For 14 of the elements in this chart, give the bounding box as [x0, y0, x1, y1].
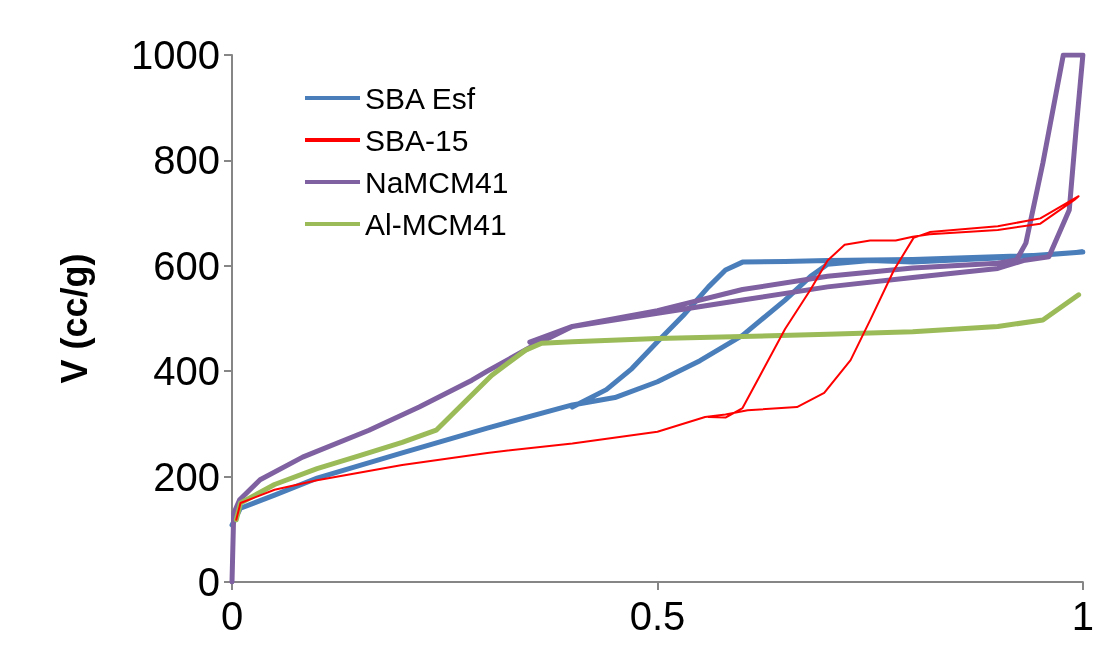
y-tick-label: 600 — [153, 243, 220, 288]
legend-label: Al-MCM41 — [365, 207, 507, 241]
y-tick-label: 400 — [153, 349, 220, 394]
legend-label: SBA-15 — [365, 123, 469, 157]
y-tick-label: 800 — [153, 138, 220, 183]
y-axis-title: V (cc/g) — [53, 253, 95, 384]
legend-label: SBA Esf — [365, 81, 476, 115]
x-tick-label: 0.5 — [629, 594, 686, 638]
x-tick-label: 1 — [1071, 594, 1094, 638]
legend-label: NaMCM41 — [365, 165, 509, 199]
y-tick-label: 0 — [197, 560, 220, 604]
y-tick-label: 200 — [153, 454, 220, 499]
line-series — [235, 195, 1080, 521]
y-tick-label: 1000 — [131, 33, 220, 77]
